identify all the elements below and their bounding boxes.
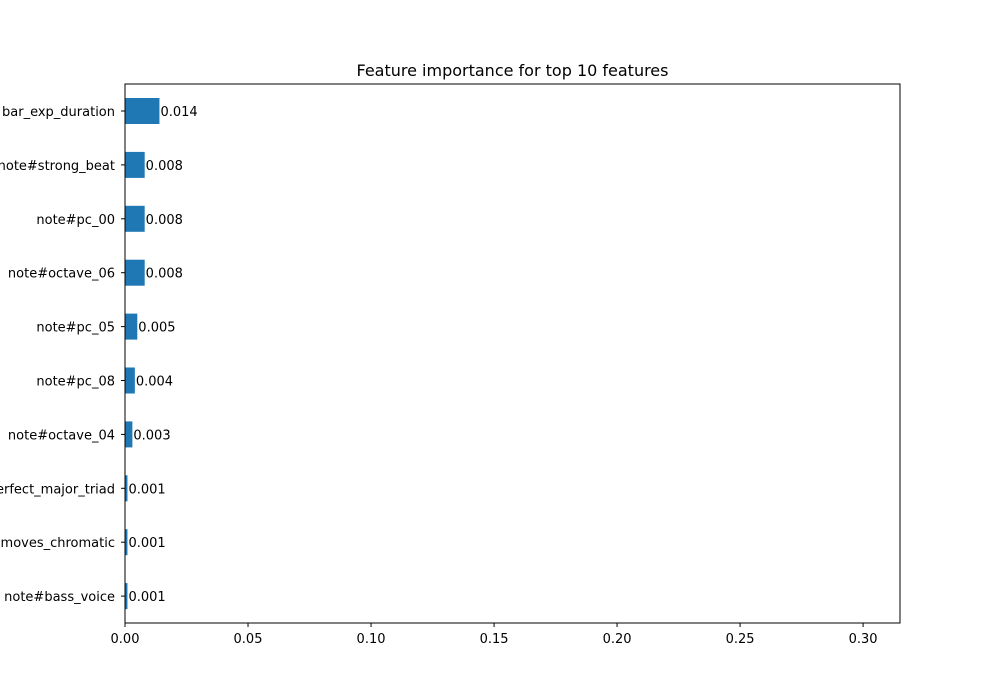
bar-moves_chromatic	[125, 529, 128, 556]
bar-note#bass_voice	[125, 583, 128, 610]
y-tick-label: note#octave_06	[8, 267, 115, 282]
bar-perfect_major_triad	[125, 475, 128, 502]
bar-value-label: 0.004	[136, 375, 173, 390]
bar-value-label: 0.005	[138, 321, 175, 336]
bar-value-label: 0.001	[128, 482, 165, 497]
bar-note#pc_08	[125, 367, 135, 394]
y-tick-label: note#pc_08	[36, 375, 115, 390]
plot-frame	[124, 83, 901, 624]
bar-value-label: 0.001	[128, 536, 165, 551]
y-tick-label: note#bass_voice	[4, 590, 115, 605]
bar-value-label: 0.008	[146, 267, 183, 282]
bar-value-label: 0.001	[128, 590, 165, 605]
x-tick-label: 0.05	[234, 632, 263, 647]
y-tick-label: perfect_major_triad	[0, 482, 115, 497]
y-tick-label: note#octave_04	[8, 428, 115, 443]
x-tick-label: 0.30	[849, 632, 878, 647]
y-tick-label: note#pc_00	[36, 213, 115, 228]
y-tick-label: bar_exp_duration	[2, 105, 115, 120]
bar-note#octave_06	[125, 259, 145, 286]
x-tick-label: 0.10	[357, 632, 386, 647]
bar-note#strong_beat	[125, 151, 145, 178]
bar-note#pc_00	[125, 205, 145, 232]
bar-note#octave_04	[125, 421, 133, 448]
x-tick-label: 0.00	[111, 632, 140, 647]
bar-bar_exp_duration	[125, 98, 160, 124]
bar-value-label: 0.014	[160, 105, 197, 120]
x-tick-label: 0.25	[726, 632, 755, 647]
bar-value-label: 0.003	[133, 428, 170, 443]
bar-value-label: 0.008	[146, 213, 183, 228]
y-tick-label: moves_chromatic	[1, 536, 115, 551]
bar-note#pc_05	[125, 313, 138, 340]
chart-title: Feature importance for top 10 features	[357, 61, 669, 80]
y-tick-label: note#pc_05	[36, 321, 115, 336]
x-tick-label: 0.20	[603, 632, 632, 647]
bar-value-label: 0.008	[146, 159, 183, 174]
y-tick-label: note#strong_beat	[0, 159, 115, 174]
x-tick-label: 0.15	[480, 632, 509, 647]
